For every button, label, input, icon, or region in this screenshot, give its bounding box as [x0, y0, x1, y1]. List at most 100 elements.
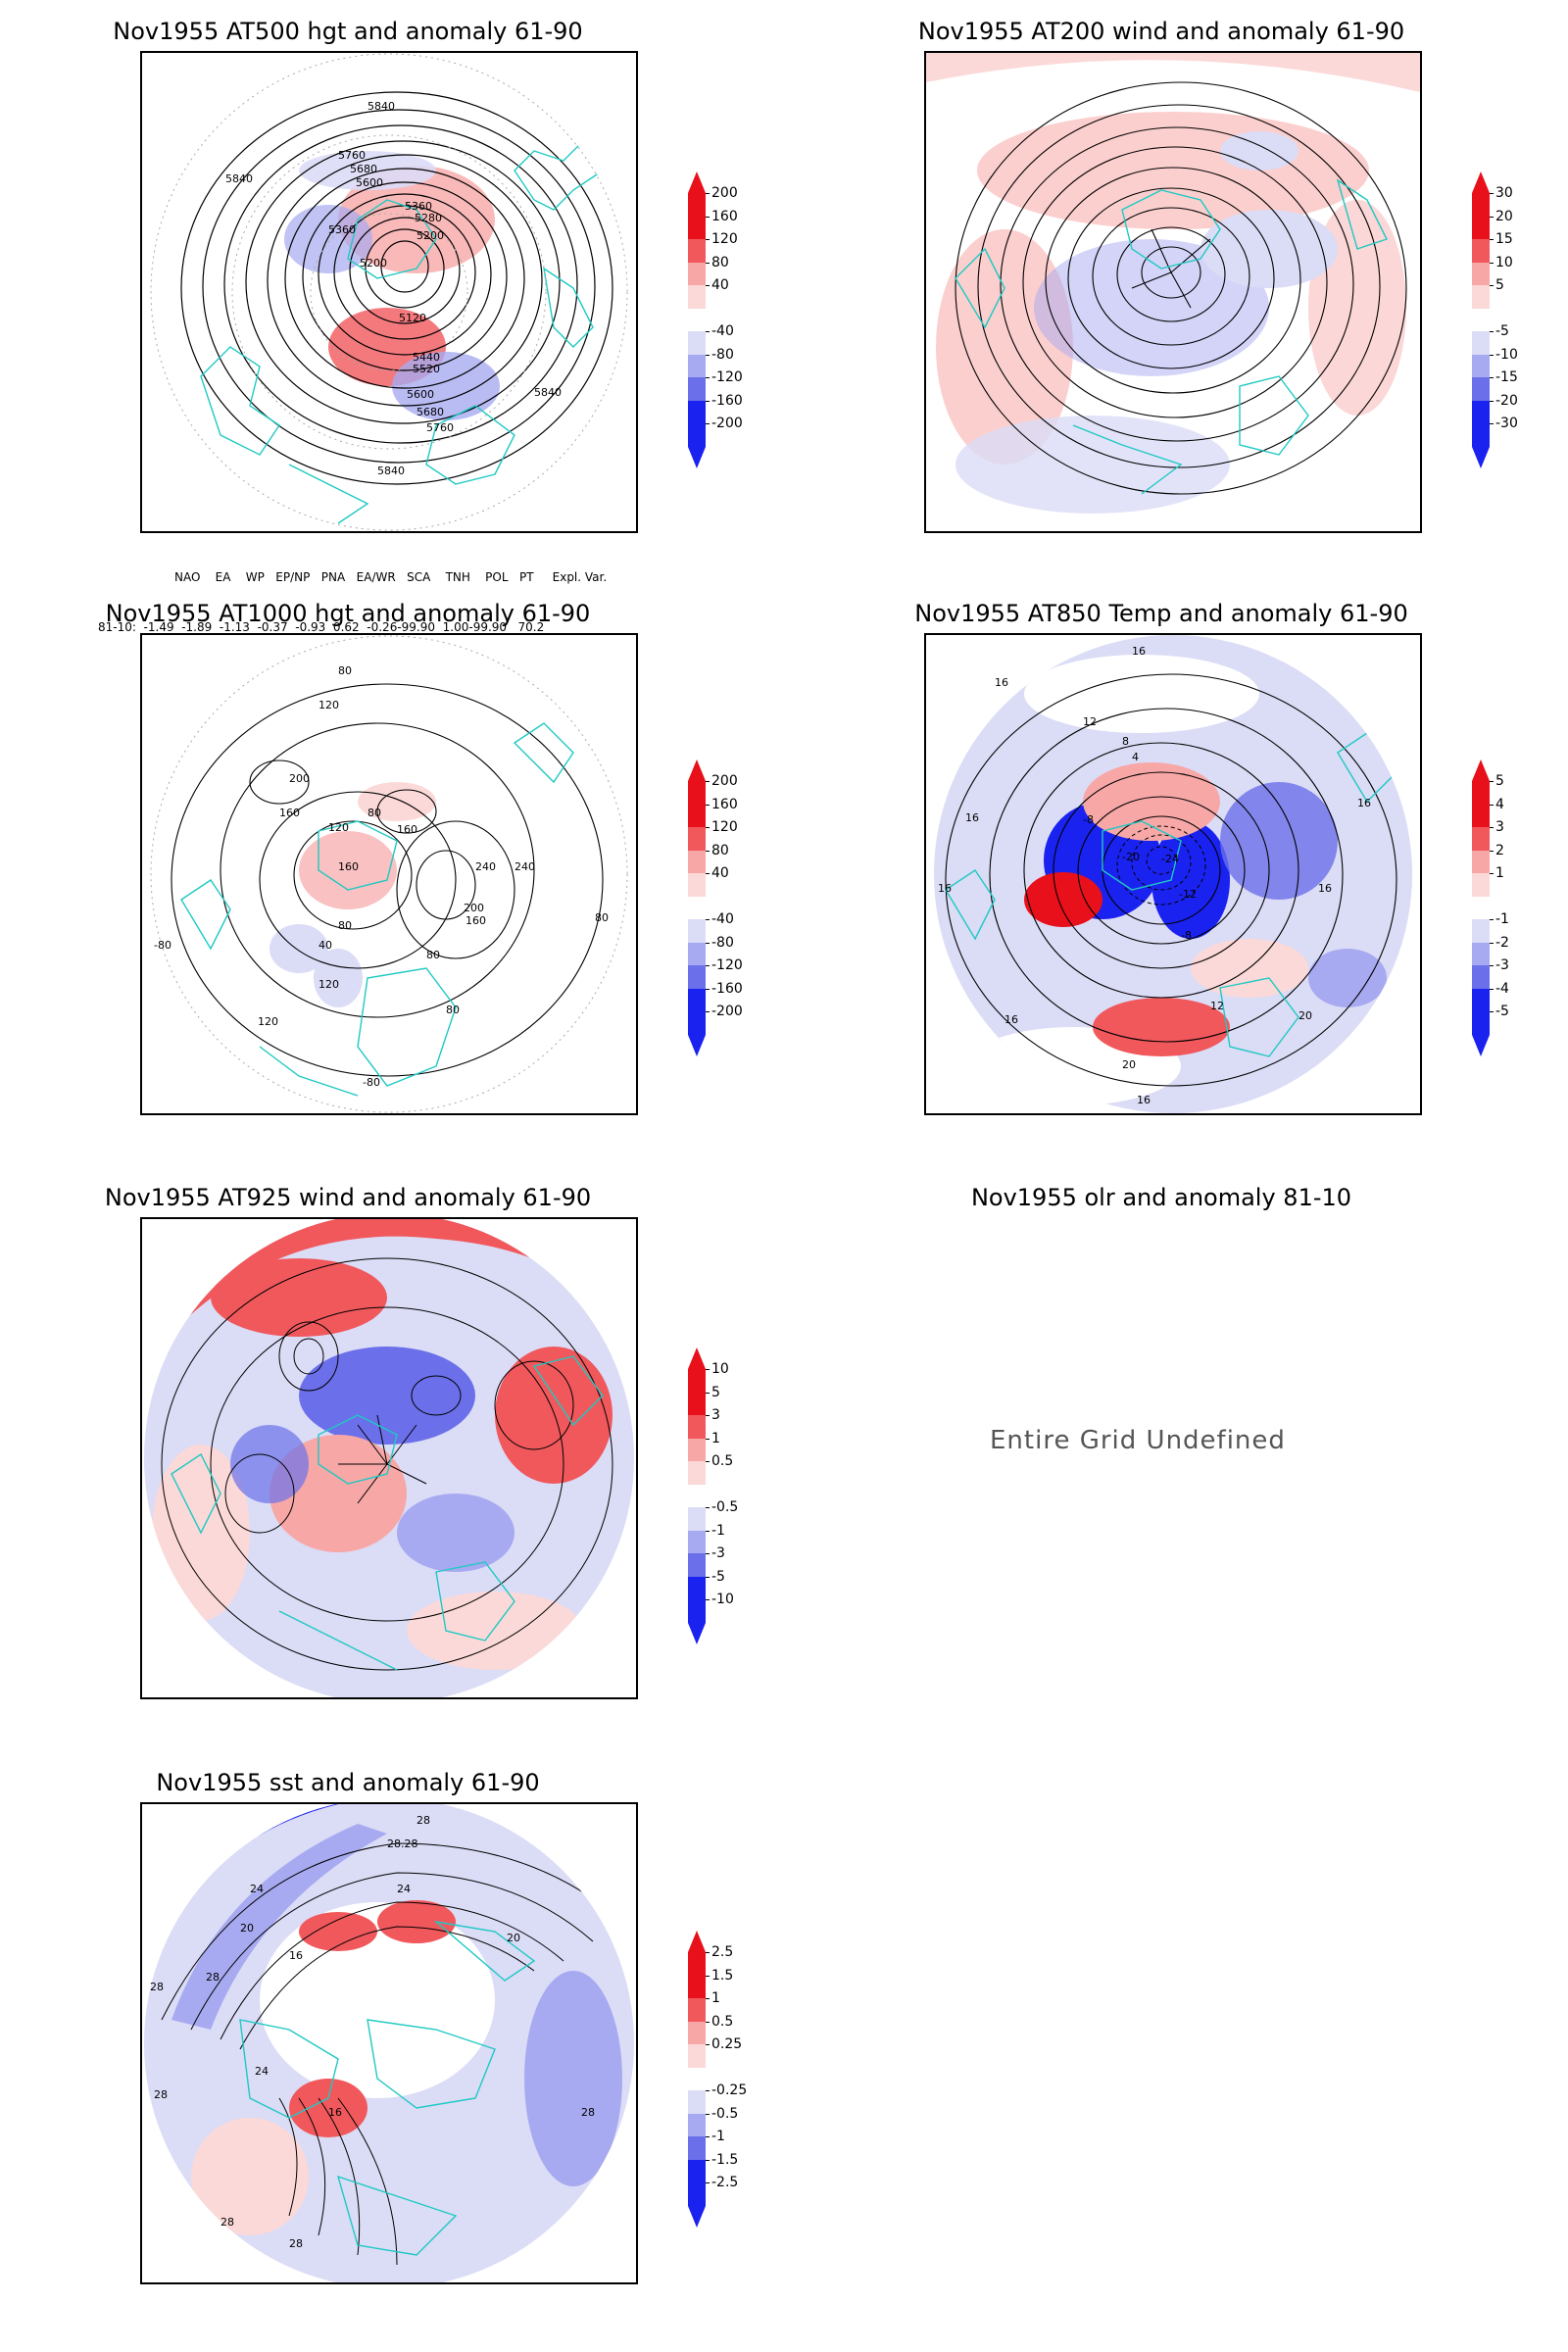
- colorbar-tick-label: -160: [711, 392, 743, 409]
- colorbar-tick-mark: [1490, 850, 1494, 852]
- contour-label: 80: [426, 949, 440, 961]
- colorbar-tick-mark: [706, 239, 710, 240]
- contour-label: -80: [154, 939, 172, 952]
- colorbar-tick-label: -4: [1495, 980, 1509, 997]
- colorbar-tick-label: 15: [1495, 231, 1513, 247]
- colorbar-max-arrow: [1472, 760, 1490, 781]
- contour-label: 20: [507, 1932, 520, 1944]
- colorbar-tick-mark: [706, 1975, 710, 1977]
- polar-map-at850: 16 16 12 8 4 -8 -20 -24 -12 -8 16 16 16 …: [934, 635, 1412, 1113]
- colorbar-tick-label: 10: [711, 1361, 729, 1377]
- colorbar-tick-label: 1: [1495, 865, 1504, 881]
- colorbar-tick-label: 2.5: [711, 1944, 734, 1960]
- contour-label: 16: [1132, 645, 1146, 658]
- colorbar-tick-label: -5: [1495, 323, 1509, 339]
- colorbar-bin: [1472, 1011, 1490, 1035]
- colorbar-tick-label: 120: [711, 231, 738, 247]
- colorbar-tick-label: 1.5: [711, 1967, 734, 1984]
- contour-label: 16: [289, 1949, 303, 1962]
- colorbar-tick-mark: [1490, 331, 1494, 332]
- colorbar-min-arrow: [688, 1034, 706, 1056]
- colorbar-tick-label: 20: [1495, 208, 1513, 224]
- colorbar-bin: [1472, 781, 1490, 805]
- colorbar-tick-label: -10: [711, 1592, 734, 1607]
- positive-anomaly: [338, 166, 495, 273]
- colorbar-tick-label: -1: [1495, 911, 1509, 927]
- colorbar-tick-mark: [706, 827, 710, 828]
- colorbar-bin: [1472, 827, 1490, 851]
- colorbar-tick-mark: [706, 850, 710, 852]
- colorbar-tick-mark: [1490, 262, 1494, 264]
- coastlines: [180, 722, 574, 1097]
- sst-contours: [161, 1842, 623, 2266]
- colorbar-tick-mark: [706, 2090, 710, 2091]
- contour-label: 28: [206, 1971, 220, 1984]
- colorbar-bin: [688, 1553, 706, 1577]
- colorbar-bin: [1472, 965, 1490, 989]
- colorbar-tick-label: 40: [711, 865, 729, 881]
- colorbar-tick-mark: [706, 216, 710, 218]
- colorbar-tick-label: 10: [1495, 254, 1513, 270]
- contour-label: 16: [1004, 1013, 1018, 1026]
- colorbar-tick-label: -120: [711, 957, 743, 973]
- negative-anomaly: [284, 205, 372, 273]
- colorbar-bin: [688, 942, 706, 966]
- colorbar-bin: [688, 2113, 706, 2137]
- colorbar-hgt-500: 200 160 120 80 40 -40 -80 -120 -160 -200: [688, 172, 776, 468]
- colorbar-tick-label: -30: [1495, 416, 1518, 431]
- colorbar-tick-mark: [706, 193, 710, 194]
- colorbar-bin: [1472, 262, 1490, 286]
- colorbar-bin: [688, 1461, 706, 1485]
- colorbar-bin: [688, 1011, 706, 1035]
- colorbar-tick-label: 0.5: [711, 2013, 734, 2030]
- colorbar-bin: [1472, 423, 1490, 447]
- contour-label: 5760: [338, 149, 366, 162]
- panel-title-olr: Nov1955 olr and anomaly 81-10: [970, 1184, 1352, 1211]
- colorbar-temp-850: 5 4 3 2 1 -1 -2 -3 -4 -5: [1472, 760, 1560, 1056]
- contour-label: 120: [328, 821, 349, 834]
- contour-label: 12: [1083, 715, 1097, 728]
- colorbar-tick-mark: [706, 400, 710, 402]
- colorbar-tick-mark: [706, 2136, 710, 2137]
- coastlines: [171, 1355, 604, 1671]
- contour-label: 20: [1122, 1058, 1136, 1071]
- contour-label: 28: [150, 1981, 164, 1993]
- colorbar-bin: [688, 1952, 706, 1976]
- colorbar-tick-mark: [706, 1369, 710, 1370]
- polar-map-at200: [926, 53, 1420, 531]
- colorbar-bin: [688, 896, 706, 920]
- colorbar-tick-mark: [1490, 285, 1494, 286]
- colorbar-tick-mark: [706, 2113, 710, 2115]
- contour-label: -8: [1181, 929, 1192, 942]
- colorbar-tick-mark: [1490, 827, 1494, 828]
- colorbar-tick-label: 80: [711, 254, 729, 270]
- colorbar-tick-mark: [706, 2044, 710, 2045]
- colorbar-bin: [1472, 804, 1490, 828]
- colorbar-tick-label: 5: [1495, 277, 1504, 293]
- colorbar-tick-label: 200: [711, 185, 738, 201]
- contour-label: -8: [1083, 813, 1094, 826]
- contour-label: 5760: [426, 421, 454, 434]
- colorbar-tick-label: 3: [711, 1407, 720, 1423]
- colorbar-tick-label: 160: [711, 208, 738, 224]
- colorbar-tick-mark: [706, 942, 710, 944]
- map-at500: 5840 5840 5760 5680 5600 5360 5280 5200 …: [140, 51, 638, 533]
- contour-label: 5680: [416, 406, 444, 418]
- colorbar-tick-label: -10: [1495, 346, 1518, 363]
- colorbar-bin: [1472, 308, 1490, 332]
- colorbar-tick-label: -5: [711, 1568, 725, 1585]
- map-at850: 16 16 12 8 4 -8 -20 -24 -12 -8 16 16 16 …: [924, 633, 1422, 1115]
- colorbar-tick-label: -40: [711, 911, 734, 927]
- colorbar-tick-label: 0.5: [711, 1453, 734, 1469]
- contour-labels: 5840 5840 5760 5680 5600 5360 5280 5200 …: [225, 100, 562, 477]
- colorbar-tick-mark: [1490, 193, 1494, 194]
- contour-label: 12: [1210, 1000, 1224, 1012]
- contour-label: 5360: [405, 200, 432, 213]
- colorbar-bin: [688, 804, 706, 828]
- contour-label: 28.28: [387, 1838, 418, 1850]
- colorbar-tick-mark: [706, 2021, 710, 2023]
- contour-label: 5840: [534, 386, 562, 399]
- colorbar-bin: [1472, 896, 1490, 920]
- colorbar-tick-label: -80: [711, 346, 734, 363]
- contour-label: 5520: [413, 363, 440, 375]
